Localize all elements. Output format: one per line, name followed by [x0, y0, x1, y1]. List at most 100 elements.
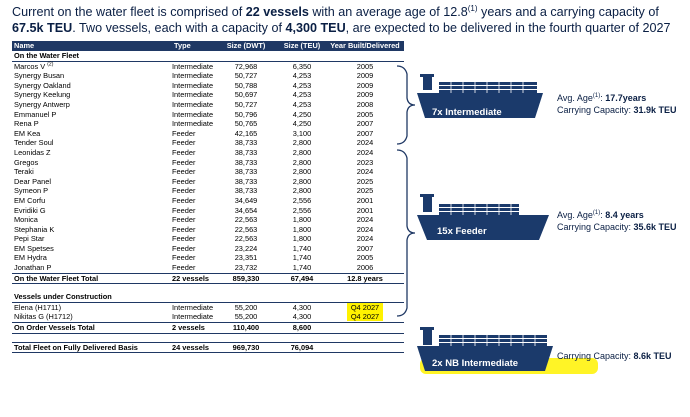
total-type: 2 vessels [172, 323, 205, 333]
cell-type: Feeder [172, 167, 196, 177]
cell-name: Leonidas Z [14, 147, 51, 157]
age-footnote: (1) [592, 210, 601, 216]
total-teu: 76,094 [290, 342, 314, 352]
cell-dwt: 23,351 [234, 253, 258, 263]
cell-dwt: 50,727 [234, 99, 258, 109]
intro-capacity: 67.5k TEU [12, 21, 73, 35]
cell-year: 2005 [356, 61, 374, 71]
cell-dwt: 38,733 [234, 167, 258, 177]
table-row: Evridiki G Feeder 34,654 2,556 2001 [12, 206, 404, 216]
cell-type: Feeder [172, 253, 196, 263]
cell-type: Feeder [172, 224, 196, 234]
table-row: Monica Feeder 22,563 1,800 2024 [12, 215, 404, 225]
water-total-row: On the Water Fleet Total 22 vessels 859,… [12, 272, 404, 285]
capacity-label: Carrying Capacity: [557, 351, 634, 361]
section-on-the-water: On the Water Fleet [12, 51, 404, 62]
feeder-label: 15x Feeder [437, 226, 487, 237]
intro-text-4: . Two vessels, each with a capacity of [72, 21, 286, 35]
cell-year: 2007 [356, 119, 374, 129]
cell-year: 2005 [356, 109, 374, 119]
intro-footnote: (1) [467, 3, 478, 13]
cell-year: 2009 [356, 80, 374, 90]
total-year: 12.8 years [347, 273, 383, 283]
intro-teu: 4,300 TEU [285, 21, 346, 35]
cell-type: Intermediate [172, 90, 214, 100]
header-dwt: Size (DWT) [226, 41, 266, 50]
cell-teu: 1,800 [292, 215, 312, 225]
total-teu: 67,494 [290, 273, 314, 283]
cell-type: Feeder [172, 176, 196, 186]
capacity-label: Carrying Capacity: [557, 222, 634, 232]
cell-teu: 2,800 [292, 138, 312, 148]
cell-name: Elena (H1711) [14, 302, 62, 312]
cell-name: Stephania K [14, 224, 55, 234]
cell-year: 2006 [356, 263, 374, 273]
cell-type: Intermediate [172, 99, 214, 109]
cell-dwt: 50,727 [234, 71, 258, 81]
table-row: Marcos V (2) Intermediate 72,968 6,350 2005 [12, 62, 404, 72]
cell-teu: 4,250 [292, 109, 312, 119]
cell-teu: 3,100 [292, 128, 312, 138]
cell-name: Symeon P [14, 186, 49, 196]
cell-name: Marcos V (2) [14, 61, 54, 71]
cell-name: Synergy Antwerp [14, 99, 70, 109]
cell-teu: 2,800 [292, 176, 312, 186]
intro-vessels: 22 vessels [245, 5, 309, 19]
table-row: EM Hydra Feeder 23,351 1,740 2005 [12, 253, 404, 263]
cell-dwt: 38,733 [234, 176, 258, 186]
cell-dwt: 38,733 [234, 186, 258, 196]
cell-year: 2024 [356, 138, 374, 148]
cell-type: Feeder [172, 147, 196, 157]
cell-name: Teraki [14, 167, 34, 177]
table-row: EM Kea Feeder 42,165 3,100 2007 [12, 129, 404, 139]
cell-teu: 4,300 [292, 302, 312, 312]
age-footnote: (1) [592, 93, 601, 99]
table-row: Gregos Feeder 38,733 2,800 2023 [12, 158, 404, 168]
total-dwt: 110,400 [232, 323, 260, 333]
table-row: Symeon P Feeder 38,733 2,800 2025 [12, 186, 404, 196]
cell-dwt: 22,563 [234, 224, 258, 234]
year-highlight: Q4 2027 [346, 312, 384, 322]
cell-type: Feeder [172, 128, 196, 138]
cell-dwt: 38,733 [234, 157, 258, 167]
cell-year: 2009 [356, 71, 374, 81]
cell-type: Intermediate [172, 119, 214, 129]
cell-type: Feeder [172, 263, 196, 273]
total-type: 22 vessels [172, 273, 209, 283]
total-teu: 8,600 [292, 323, 312, 333]
cell-type: Feeder [172, 215, 196, 225]
cell-dwt: 55,200 [234, 312, 258, 322]
table-row: Synergy Antwerp Intermediate 50,727 4,253 20… [12, 100, 404, 110]
cell-year: 2007 [356, 128, 374, 138]
cell-name: Nikitas G (H1712) [14, 312, 73, 322]
table-row: Teraki Feeder 38,733 2,800 2024 [12, 167, 404, 177]
total-name: On the Water Fleet Total [14, 273, 99, 283]
cell-teu: 6,350 [292, 61, 312, 71]
cell-year: 2025 [356, 186, 374, 196]
feeder-ship-icon [417, 194, 549, 240]
header-teu: Size (TEU) [283, 41, 321, 50]
feeder-stats: Avg. Age(1): 8.4 years Carrying Capacity… [557, 210, 677, 232]
cell-teu: 4,253 [292, 99, 312, 109]
fleet-total-row: Total Fleet on Fully Delivered Basis 24 … [12, 341, 404, 354]
cell-teu: 1,740 [292, 263, 312, 273]
total-name: On Order Vessels Total [14, 323, 95, 333]
cell-dwt: 50,697 [234, 90, 258, 100]
cell-dwt: 23,224 [234, 243, 258, 253]
cell-dwt: 38,733 [234, 147, 258, 157]
cell-year: 2024 [356, 224, 374, 234]
fleet-table: Name Type Size (DWT) Size (TEU) Year Bui… [12, 41, 404, 354]
cell-year: Q4 2027 [330, 302, 400, 313]
cell-type: Feeder [172, 205, 196, 215]
cell-teu: 4,250 [292, 119, 312, 129]
cell-name: Emmanuel P [14, 109, 57, 119]
cell-name: EM Corfu [14, 195, 46, 205]
cell-dwt: 22,563 [234, 215, 258, 225]
cell-name: Pepi Star [14, 234, 45, 244]
age-label: Avg. Age [557, 210, 593, 220]
section-title: On the Water Fleet [14, 51, 80, 60]
water-rows: Marcos V (2) Intermediate 72,968 6,350 2005 S… [12, 62, 404, 273]
cell-teu: 4,253 [292, 71, 312, 81]
cell-type: Intermediate [172, 312, 214, 322]
header-year: Year Built/Delivered [330, 41, 400, 50]
